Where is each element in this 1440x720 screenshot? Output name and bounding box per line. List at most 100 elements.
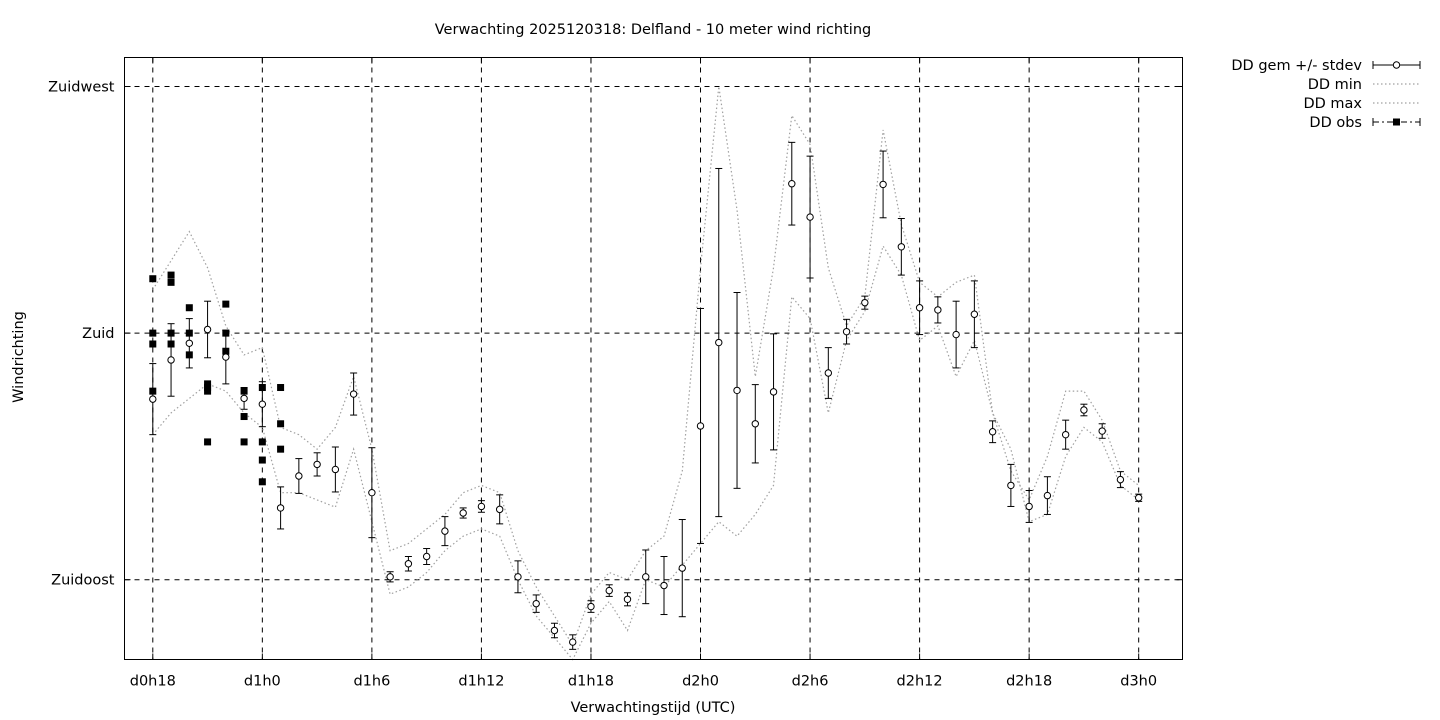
mean-point [915, 304, 924, 312]
mean-point [1061, 430, 1070, 439]
obs-point [258, 456, 266, 464]
mean-point [495, 505, 504, 514]
x-tick-label: d1h12 [458, 674, 504, 690]
mean-point [806, 213, 814, 221]
mean-point [295, 472, 303, 480]
obs-point [185, 304, 193, 312]
mean-point [532, 599, 540, 608]
mean-point [605, 586, 613, 595]
legend-marker [1392, 61, 1401, 69]
mean-point [149, 395, 157, 403]
y-tick-label: Zuid [82, 326, 114, 342]
mean-point [842, 327, 851, 336]
mean-point [934, 306, 942, 314]
plot-frame [124, 57, 1183, 660]
mean-point [258, 400, 267, 408]
x-tick-label: d2h0 [682, 674, 719, 690]
mean-point [331, 465, 340, 474]
mean-point [313, 460, 321, 469]
mean-point [715, 338, 723, 347]
mean-errorbars [149, 141, 1143, 650]
mean-point [660, 581, 668, 590]
obs-point [204, 387, 212, 395]
mean-point [788, 180, 796, 188]
mean-point [203, 325, 212, 334]
obs-point [204, 384, 212, 392]
obs-point [204, 380, 212, 388]
obs-point [240, 413, 248, 421]
mean-point [514, 573, 522, 581]
obs-point [167, 278, 175, 286]
obs-point [167, 271, 175, 279]
x-tick-label: d2h12 [897, 674, 943, 690]
mean-point [952, 330, 960, 339]
mean-point [459, 509, 467, 517]
x-tick-label: d1h18 [568, 674, 614, 690]
mean-point [696, 422, 705, 430]
obs-point [258, 478, 266, 486]
x-tick-label: d1h0 [244, 674, 281, 690]
mean-point [587, 602, 595, 611]
mean-point [276, 504, 285, 512]
legend-label: DD obs [1309, 115, 1362, 131]
mean-point [1134, 494, 1143, 502]
mean-point [1080, 406, 1088, 414]
mean-point [879, 180, 887, 189]
mean-point [222, 353, 230, 361]
mean-point [824, 369, 833, 377]
mean-point [1116, 475, 1125, 484]
obs-point [149, 340, 157, 348]
mean-point [569, 638, 577, 646]
mean-point [1007, 481, 1015, 490]
mean-point [167, 356, 175, 364]
mean-point [185, 339, 194, 347]
obs-point [277, 384, 285, 392]
obs-point [277, 445, 285, 453]
x-tick-label: d3h0 [1120, 674, 1157, 690]
mean-point [477, 502, 486, 511]
x-tick-label: d1h6 [353, 674, 390, 690]
y-tick-label: Zuidwest [48, 80, 115, 96]
mean-point [386, 573, 394, 581]
obs-point [277, 420, 285, 428]
legend: DD gem +/- stdev DD min DD max DD obs [1231, 58, 1421, 131]
mean-point [642, 573, 650, 581]
legend-marker [1393, 118, 1400, 126]
legend-label: DD min [1308, 77, 1362, 93]
observation-points [149, 271, 285, 486]
mean-point [970, 310, 979, 318]
y-tick-label: Zuidoost [51, 573, 115, 589]
mean-point [988, 428, 997, 436]
mean-point [240, 394, 248, 403]
x-tick-label: d2h6 [792, 674, 829, 690]
mean-point [861, 298, 869, 307]
mean-point [441, 527, 449, 535]
obs-point [258, 438, 266, 446]
legend-label: DD gem +/- stdev [1231, 58, 1362, 74]
x-tick-label: d0h18 [130, 674, 176, 690]
mean-point [404, 560, 413, 568]
obs-point [149, 329, 157, 337]
mean-point [1043, 491, 1052, 500]
min-line [152, 244, 1140, 661]
obs-point [149, 275, 157, 283]
mean-point [733, 386, 741, 395]
obs-point [240, 438, 248, 446]
grid-lines [124, 57, 1183, 660]
mean-point [769, 388, 778, 396]
chart-title: Verwachting 2025120318: Delfland - 10 me… [435, 22, 871, 38]
mean-point [1098, 427, 1106, 435]
mean-point [751, 420, 759, 428]
legend-label: DD max [1303, 96, 1362, 112]
obs-point [222, 300, 230, 308]
mean-point [422, 552, 431, 561]
mean-point [349, 390, 358, 398]
x-axis-label: Verwachtingstijd (UTC) [571, 700, 736, 716]
axis-ticks: d0h18 d1h0 d1h6 d1h12 d1h18 d2h0 d2h6 d2h12 d2h1… [48, 57, 1183, 690]
mean-point [550, 626, 559, 635]
y-axis-label: Windrichting [11, 311, 27, 403]
obs-point [204, 438, 212, 446]
mean-point [678, 564, 686, 572]
mean-point [1025, 502, 1033, 511]
